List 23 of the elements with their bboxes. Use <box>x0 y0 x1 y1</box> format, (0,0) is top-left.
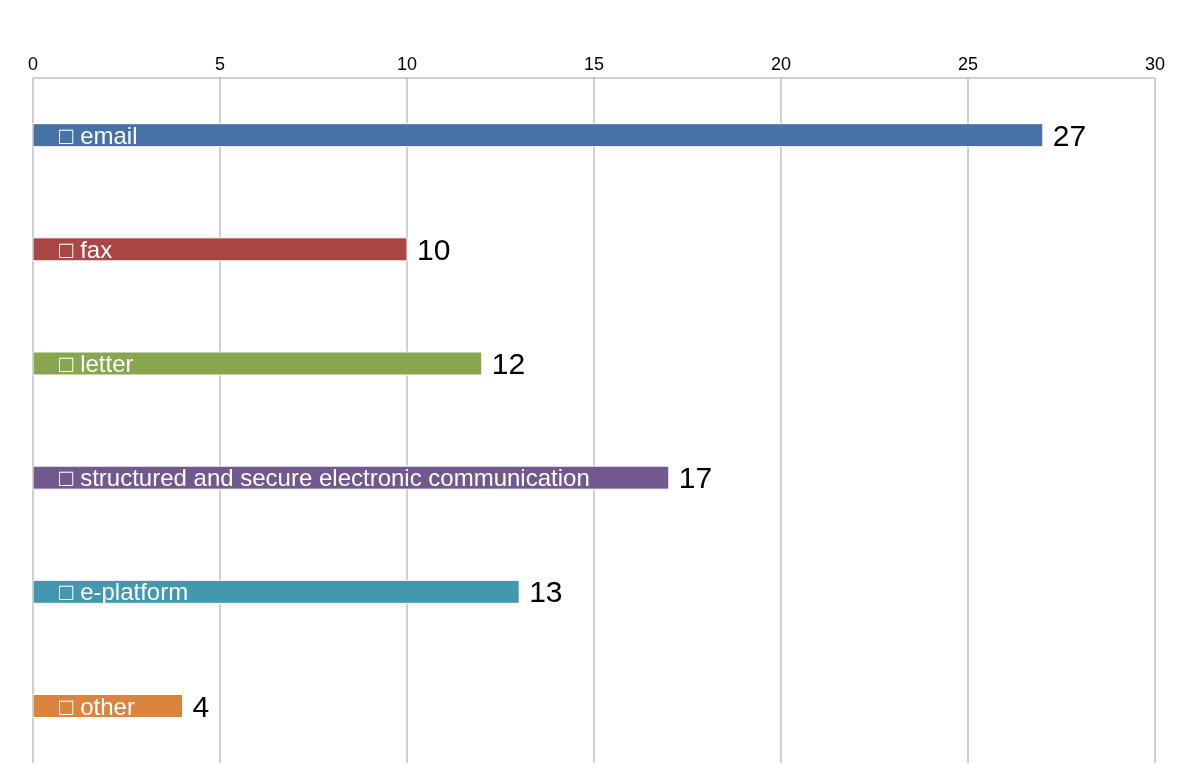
x-tick-label: 10 <box>396 54 418 74</box>
y-tick-label: □ email <box>59 121 138 149</box>
y-tick-label: □ e-platform <box>59 578 189 606</box>
data-label: 4 <box>192 689 210 723</box>
x-tick-label: 30 <box>1144 54 1166 74</box>
bar <box>33 123 1044 148</box>
x-tick-label: 25 <box>957 54 979 74</box>
y-tick-label: □ letter <box>59 350 134 377</box>
x-tick-label: 20 <box>770 54 792 74</box>
data-label: 12 <box>491 347 526 380</box>
x-tick-label: 15 <box>583 54 605 74</box>
y-tick-label: □ fax <box>59 235 113 263</box>
x-tick-label: 0 <box>27 54 39 74</box>
bar <box>33 579 520 604</box>
data-label: 10 <box>417 232 451 266</box>
data-label: 17 <box>678 461 713 495</box>
y-tick-label: □ other <box>59 692 135 720</box>
data-label: 13 <box>529 575 563 609</box>
data-label: 27 <box>1052 118 1087 152</box>
bar <box>33 351 483 376</box>
bar <box>33 237 408 262</box>
x-tick-label: 5 <box>214 54 226 74</box>
y-tick-label: □ structured and secure electronic communication <box>59 464 590 492</box>
